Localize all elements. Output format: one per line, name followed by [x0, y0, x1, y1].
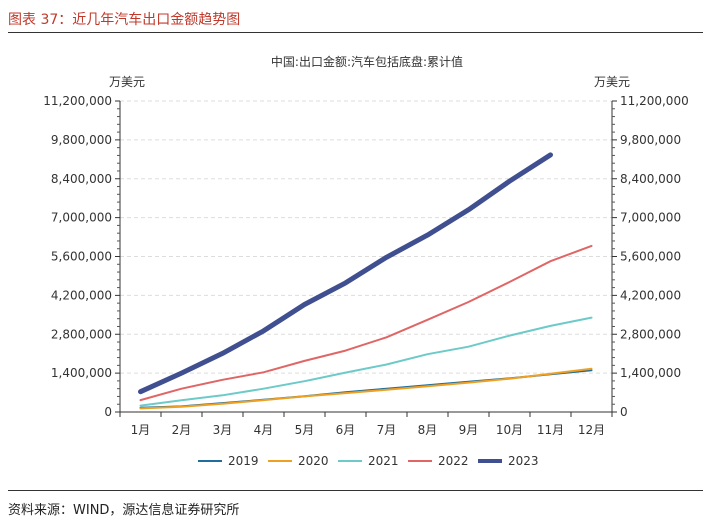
x-tick-label: 9月: [459, 423, 479, 437]
y-axis-left: 0 1,400,000 2,800,000 4,200,000 5,600,000 7,0…: [43, 94, 120, 419]
y-tick-label-right: 11,200,000: [620, 94, 689, 108]
legend: 2019 2020 2021 2022 2023: [198, 454, 539, 468]
legend-label-2021: 2021: [368, 454, 399, 468]
y-tick-label-left: 9,800,000: [51, 133, 112, 147]
x-tick-label: 5月: [295, 423, 315, 437]
y-tick-label-right: 5,600,000: [620, 250, 681, 264]
source-note: 资料来源：WIND，源达信息证券研究所: [8, 503, 240, 518]
x-tick-label: 6月: [336, 423, 356, 437]
series-lines: [138, 152, 593, 410]
y-tick-label-left: 1,400,000: [51, 366, 112, 380]
chart-title: 中国:出口金额:汽车包括底盘:累计值: [271, 54, 463, 69]
y-tick-label-left: 11,200,000: [43, 94, 112, 108]
x-tick-label: 4月: [254, 423, 274, 437]
x-tick-label: 1月: [131, 423, 151, 437]
legend-label-2020: 2020: [298, 454, 329, 468]
x-tick-label: 7月: [377, 423, 397, 437]
y-tick-label-right: 8,400,000: [620, 172, 681, 186]
y-tick-label-left: 0: [104, 405, 112, 419]
bottom-rule: [8, 490, 703, 491]
x-tick-label: 8月: [418, 423, 438, 437]
y-tick-label-right: 2,800,000: [620, 327, 681, 341]
y-tick-label-right: 7,000,000: [620, 211, 681, 225]
x-tick-label: 12月: [578, 423, 605, 437]
x-tick-label: 2月: [172, 423, 192, 437]
x-tick-label: 11月: [537, 423, 564, 437]
legend-label-2019: 2019: [228, 454, 259, 468]
x-tick-label: 3月: [213, 423, 233, 437]
series-line-2020: [139, 367, 593, 410]
y-tick-label-right: 0: [620, 405, 628, 419]
legend-label-2023: 2023: [508, 454, 539, 468]
legend-label-2022: 2022: [438, 454, 469, 468]
y-axis-right: 0 1,400,000 2,800,000 4,200,000 5,600,000 7,0…: [612, 94, 689, 419]
y-tick-label-left: 4,200,000: [51, 288, 112, 302]
series-line-2021: [139, 316, 593, 407]
y-tick-label-right: 9,800,000: [620, 133, 681, 147]
y-tick-label-right: 1,400,000: [620, 366, 681, 380]
x-tick-label: 10月: [496, 423, 523, 437]
figure-title: 图表 37：近几年汽车出口金额趋势图: [8, 12, 241, 28]
series-line-2019: [139, 369, 593, 409]
x-axis: 1月 2月 3月 4月 5月 6月 7月 8月 9月 10月 11月 12月: [119, 412, 613, 437]
y-unit-right: 万美元: [594, 75, 630, 89]
y-tick-label-left: 8,400,000: [51, 172, 112, 186]
series-line-2023: [138, 152, 553, 395]
y-tick-label-left: 7,000,000: [51, 211, 112, 225]
y-tick-label-left: 5,600,000: [51, 250, 112, 264]
series-line-2022: [139, 244, 593, 402]
gridlines: [120, 100, 612, 374]
y-tick-label-right: 4,200,000: [620, 288, 681, 302]
y-tick-label-left: 2,800,000: [51, 327, 112, 341]
y-unit-left: 万美元: [109, 75, 145, 89]
top-rule: [8, 32, 703, 33]
